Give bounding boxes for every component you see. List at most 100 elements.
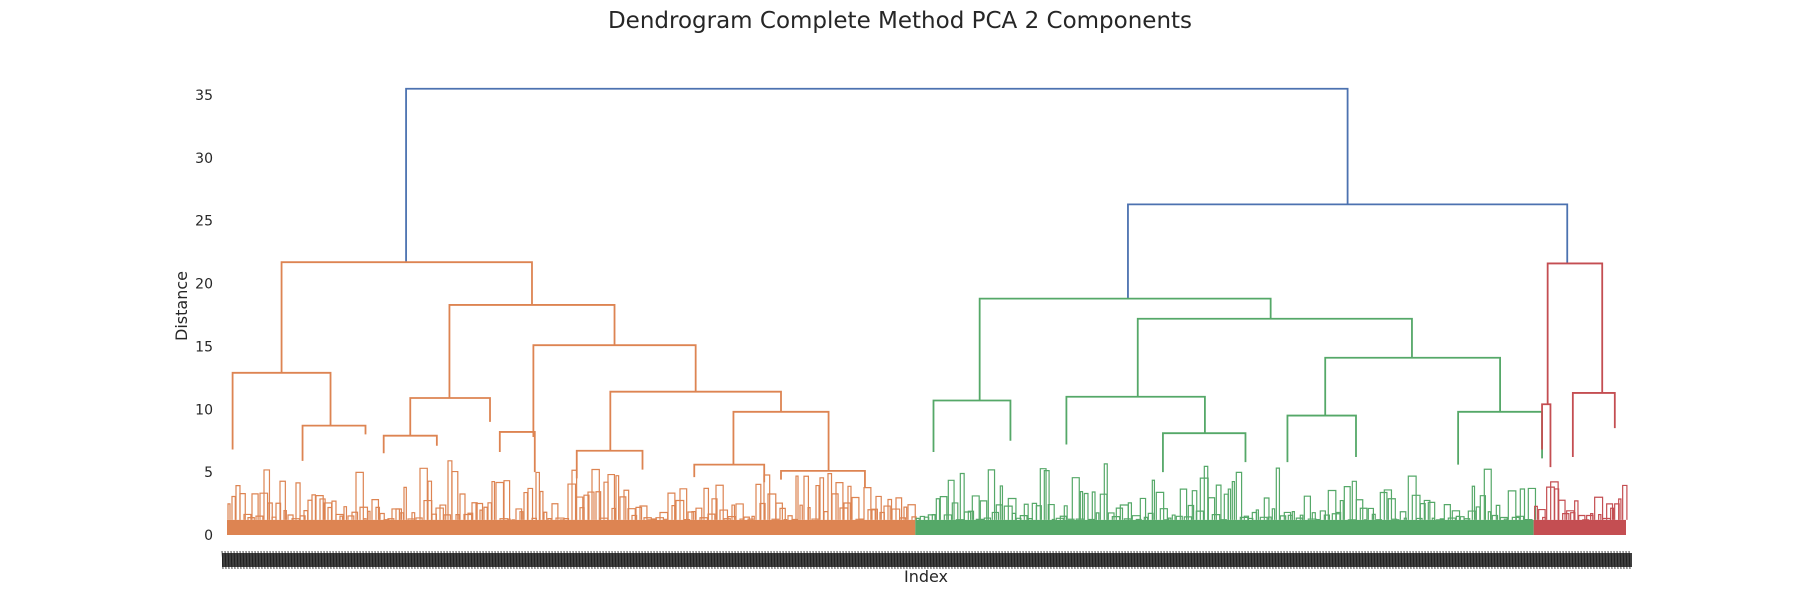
fine-link xyxy=(327,506,333,520)
fine-link xyxy=(543,511,548,520)
leaf-tick-mark xyxy=(1628,550,1631,570)
leaf-tick-mark xyxy=(1064,550,1067,570)
fine-link xyxy=(819,477,825,520)
leaf-tick-mark xyxy=(947,550,950,570)
fine-link xyxy=(607,473,616,520)
leaf-tick-mark xyxy=(641,550,644,570)
leaf-tick-mark xyxy=(338,550,341,570)
fine-link xyxy=(1562,513,1570,520)
leaf-tick-mark xyxy=(548,550,551,570)
leaf-tick-mark xyxy=(335,550,338,570)
fine-link xyxy=(1059,515,1067,520)
leaf-tick-mark xyxy=(1184,550,1187,570)
fine-link xyxy=(535,471,540,520)
leaf-tick-mark xyxy=(914,550,917,570)
leaf-tick-labels xyxy=(222,553,1632,567)
fine-link xyxy=(319,498,326,520)
leaf-tick-mark xyxy=(392,550,395,570)
fine-link xyxy=(303,509,309,520)
leaf-tick-mark xyxy=(971,550,974,570)
leaf-tick-mark xyxy=(1232,550,1235,570)
dendrogram-link xyxy=(532,344,697,437)
fine-link xyxy=(571,469,578,520)
leaf-tick-mark xyxy=(860,550,863,570)
leaf-tick-mark xyxy=(446,550,449,570)
leaf-tick-mark xyxy=(692,550,695,570)
leaf-tick-mark xyxy=(1061,550,1064,570)
leaf-tick-mark xyxy=(1610,550,1613,570)
leaf-tick-mark xyxy=(311,550,314,570)
leaf-tick-mark xyxy=(890,550,893,570)
leaf-tick-mark xyxy=(659,550,662,570)
x-axis-leaf-ticks xyxy=(221,550,1632,570)
leaf-tick-mark xyxy=(344,550,347,570)
leaf-tick-mark xyxy=(902,550,905,570)
leaf-tick-mark xyxy=(1442,550,1445,570)
leaf-tick-mark xyxy=(467,550,470,570)
leaf-tick-mark xyxy=(473,550,476,570)
leaf-tick-mark xyxy=(1541,550,1544,570)
leaf-tick-mark xyxy=(1307,550,1310,570)
fine-link xyxy=(519,511,524,520)
leaf-tick-mark xyxy=(1289,550,1292,570)
fine-link xyxy=(495,481,505,520)
fine-link xyxy=(1267,516,1272,520)
leaf-tick-mark xyxy=(1220,550,1223,570)
leaf-tick-mark xyxy=(1166,550,1169,570)
leaf-tick-mark xyxy=(989,550,992,570)
leaf-tick-mark xyxy=(1406,550,1409,570)
leaf-tick-mark xyxy=(698,550,701,570)
leaf-tick-mark xyxy=(1376,550,1379,570)
leaf-tick-mark xyxy=(1454,550,1457,570)
fine-link xyxy=(1091,491,1096,520)
leaf-tick-mark xyxy=(1151,550,1154,570)
fine-link xyxy=(615,475,620,520)
leaf-tick-mark xyxy=(1019,550,1022,570)
leaf-tick-mark xyxy=(1535,550,1538,570)
leaf-tick-mark xyxy=(1316,550,1319,570)
leaf-tick-mark xyxy=(245,550,248,570)
leaf-tick-mark xyxy=(1259,550,1262,570)
fine-link xyxy=(1047,503,1055,520)
fine-link xyxy=(959,472,965,520)
leaf-tick-mark xyxy=(815,550,818,570)
fine-link xyxy=(1071,477,1080,520)
fine-link xyxy=(335,513,344,520)
leaf-tick-mark xyxy=(416,550,419,570)
fine-link xyxy=(447,460,453,520)
leaf-tick-mark xyxy=(1403,550,1406,570)
fine-link xyxy=(979,500,988,520)
fine-link xyxy=(575,496,584,520)
leaf-tick-mark xyxy=(770,550,773,570)
leaf-tick-mark xyxy=(1379,550,1382,570)
leaf-tick-mark xyxy=(1070,550,1073,570)
fine-link xyxy=(1355,499,1364,520)
leaf-tick-mark xyxy=(1274,550,1277,570)
dendrogram-link xyxy=(1541,403,1552,468)
fine-link xyxy=(451,470,459,520)
fine-link xyxy=(1598,513,1602,520)
leaf-tick-mark xyxy=(464,550,467,570)
fine-link xyxy=(1566,510,1575,520)
fine-link xyxy=(687,511,695,520)
leaf-tick-mark xyxy=(626,550,629,570)
leaf-tick-mark xyxy=(1187,550,1190,570)
leaf-tick-mark xyxy=(905,550,908,570)
leaf-tick-mark xyxy=(1391,550,1394,570)
leaf-tick-mark xyxy=(521,550,524,570)
leaf-tick-mark xyxy=(968,550,971,570)
leaf-tick-mark xyxy=(422,550,425,570)
fine-link xyxy=(1191,490,1198,520)
leaf-tick-mark xyxy=(962,550,965,570)
fine-link xyxy=(1578,514,1586,520)
leaf-tick-mark xyxy=(920,550,923,570)
fine-link xyxy=(283,510,287,520)
leaf-tick-mark xyxy=(461,550,464,570)
fine-link xyxy=(479,509,483,520)
leaf-tick-mark xyxy=(761,550,764,570)
leaf-tick-mark xyxy=(239,550,242,570)
leaf-tick-mark xyxy=(1493,550,1496,570)
leaf-tick-mark xyxy=(1382,550,1385,570)
fine-link xyxy=(311,494,316,520)
leaf-tick-mark xyxy=(1424,550,1427,570)
